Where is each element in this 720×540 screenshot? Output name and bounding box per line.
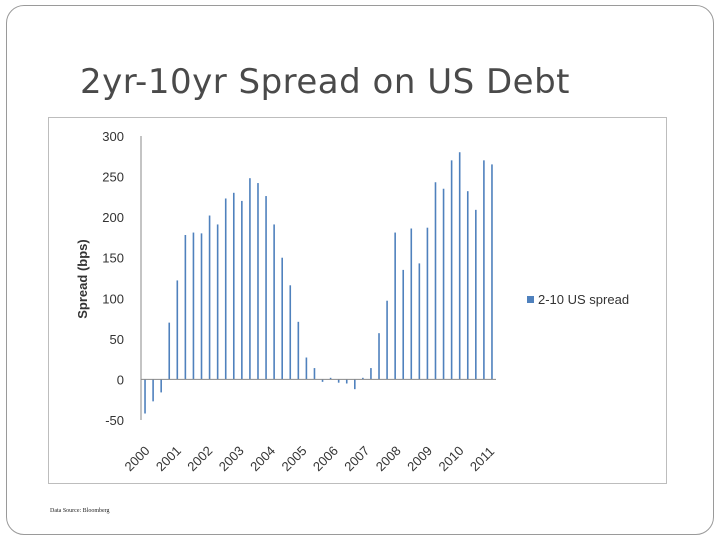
legend: 2-10 US spread <box>527 292 629 307</box>
bar <box>224 198 227 380</box>
x-tick-label: 2000 <box>122 443 153 474</box>
bar <box>483 160 485 380</box>
bar <box>152 379 154 402</box>
bar <box>466 191 469 380</box>
bar <box>200 233 203 380</box>
bar <box>216 224 219 380</box>
y-tick-label: 50 <box>110 332 124 347</box>
slide-title: 2yr-10yr Spread on US Debt <box>80 62 570 102</box>
legend-label: 2-10 US spread <box>538 292 629 307</box>
bar <box>386 300 388 380</box>
bar <box>289 285 292 380</box>
chart-area: -50 0 50 100 150 200 250 300 2000 2001 2002 2003 20… <box>48 117 667 484</box>
bar <box>305 357 308 380</box>
bar <box>321 379 324 382</box>
bar <box>402 269 405 380</box>
slide-frame <box>6 5 714 535</box>
bar <box>418 263 421 380</box>
bar <box>434 182 437 380</box>
bar <box>257 183 259 380</box>
bar <box>232 192 235 380</box>
bar <box>450 160 453 380</box>
y-tick-label: 200 <box>102 210 124 225</box>
x-tick-label: 2010 <box>436 443 467 474</box>
bar <box>491 164 493 380</box>
bar <box>297 321 300 380</box>
y-axis-label: Spread (bps) <box>75 239 90 318</box>
bar <box>176 280 179 380</box>
bar <box>329 377 332 380</box>
x-tick-label: 2005 <box>279 443 310 474</box>
bar <box>273 224 275 380</box>
x-tick-label: 2009 <box>404 443 435 474</box>
bar <box>362 377 364 380</box>
bar <box>345 379 348 384</box>
bar <box>144 379 146 414</box>
bar <box>313 368 316 380</box>
bar <box>208 215 211 380</box>
bar <box>184 234 187 380</box>
bar <box>337 379 340 383</box>
y-tick-label: 250 <box>102 170 124 185</box>
bar <box>442 188 445 380</box>
x-tick-label: 2006 <box>310 443 341 474</box>
x-tick-label: 2011 <box>467 444 497 474</box>
source-note: Data Source: Bloomberg <box>50 508 110 514</box>
y-tick-label: 150 <box>102 251 124 266</box>
bar <box>354 379 356 390</box>
x-tick-label: 2002 <box>184 443 215 474</box>
bar <box>426 227 429 380</box>
bar <box>394 232 396 380</box>
bar <box>192 232 195 380</box>
bar <box>241 200 243 380</box>
bar <box>249 178 251 380</box>
y-tick-label: 300 <box>102 129 124 144</box>
x-tick-label: 2003 <box>216 443 247 474</box>
y-tick-label: -50 <box>105 413 124 428</box>
bar <box>160 379 162 393</box>
bar <box>410 228 413 380</box>
y-tick-label: 0 <box>117 372 124 387</box>
legend-swatch <box>527 296 534 303</box>
bar <box>370 368 372 380</box>
x-tick-label: 2004 <box>247 443 278 474</box>
y-tick-label: 100 <box>102 291 124 306</box>
x-tick-label: 2007 <box>341 443 372 474</box>
bar <box>168 322 171 380</box>
bar <box>281 257 283 380</box>
x-tick-label: 2001 <box>153 443 184 474</box>
bar <box>265 196 267 380</box>
bar <box>475 209 477 380</box>
x-tick-label: 2008 <box>373 443 404 474</box>
bar <box>458 152 461 380</box>
bar <box>378 333 380 380</box>
